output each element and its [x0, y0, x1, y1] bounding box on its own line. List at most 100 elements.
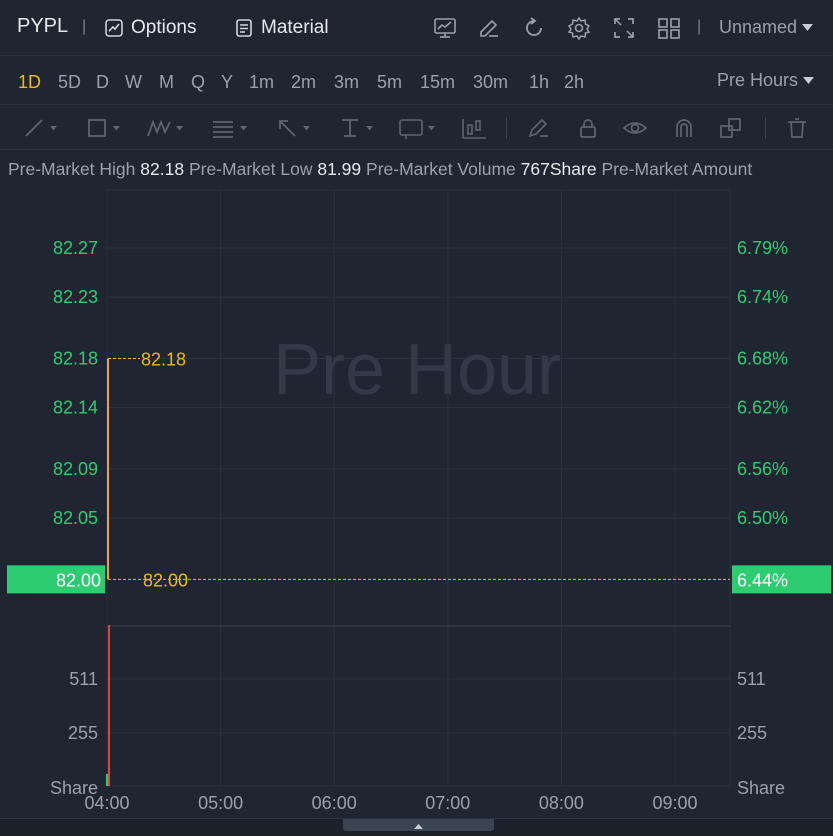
- price-chart[interactable]: Pre Hour 82.27 6.79% 82.23 6.74% 82.18 6.68% 82…: [0, 188, 833, 818]
- candle-pattern-tool[interactable]: [460, 116, 488, 140]
- premarket-low-label: Pre-Market Low: [188, 159, 313, 179]
- chart-area[interactable]: Pre Hour 82.27 6.79% 82.23 6.74% 82.18 6.68% 82…: [0, 188, 833, 818]
- current-price-badge: [7, 565, 105, 594]
- eye-icon[interactable]: [622, 116, 648, 140]
- trend-line-icon: [25, 119, 43, 137]
- material-button[interactable]: Material: [234, 14, 329, 42]
- drawing-toolbar: [0, 104, 833, 150]
- caret-up-icon: [414, 824, 423, 829]
- layout-name: Unnamed: [719, 17, 798, 37]
- premarket-volume-value: 767Share: [520, 159, 597, 179]
- period-w[interactable]: W: [125, 72, 142, 92]
- period-2h[interactable]: 2h: [564, 72, 585, 92]
- fullscreen-icon[interactable]: [611, 15, 637, 41]
- session-label: Pre Hours: [717, 70, 799, 90]
- period-5d[interactable]: 5D: [58, 72, 82, 92]
- measure-icon: [342, 119, 358, 137]
- brush-icon[interactable]: [526, 116, 550, 140]
- caret-down-icon: [176, 125, 183, 130]
- time-tick-label: 06:00: [312, 793, 357, 813]
- volume-unit-right: Share: [737, 778, 785, 798]
- fibonacci-tool[interactable]: [210, 116, 247, 140]
- arrow-icon: [279, 120, 296, 137]
- chart-watermark: Pre Hour: [273, 330, 561, 410]
- period-2m[interactable]: 2m: [291, 72, 317, 92]
- plot-border: [106, 189, 731, 787]
- document-icon: [236, 19, 252, 37]
- period-15m[interactable]: 15m: [420, 72, 456, 92]
- premarket-low-value: 81.99: [317, 159, 362, 179]
- session-dropdown[interactable]: Pre Hours: [717, 70, 815, 91]
- caret-down-icon: [50, 125, 57, 130]
- period-m[interactable]: M: [159, 72, 174, 92]
- period-y[interactable]: Y: [221, 72, 234, 92]
- options-button[interactable]: Options: [104, 14, 196, 42]
- text-note-icon: [399, 119, 423, 139]
- premarket-stats: Pre-Market High 82.18 Pre-Market Low 81.…: [0, 150, 833, 188]
- magnet-icon[interactable]: [672, 116, 696, 140]
- panel-resize-handle[interactable]: [343, 819, 494, 831]
- pattern-icon: [147, 119, 171, 137]
- trend-line-tool[interactable]: [22, 116, 57, 140]
- text-note-tool[interactable]: [398, 116, 435, 140]
- pct-tick-label: 6.50%: [737, 508, 788, 528]
- separator: |: [82, 18, 87, 35]
- layers-icon[interactable]: [718, 116, 744, 140]
- price-tick-label: 82.23: [53, 287, 98, 307]
- period-1m[interactable]: 1m: [249, 72, 275, 92]
- rectangle-icon: [88, 119, 106, 137]
- period-1d[interactable]: 1D: [18, 72, 42, 92]
- pct-tick-label: 6.62%: [737, 398, 788, 418]
- caret-down-icon: [303, 125, 310, 130]
- period-q[interactable]: Q: [191, 72, 206, 92]
- current-price-label: 82.00: [56, 570, 101, 590]
- caret-down-icon: [240, 125, 247, 130]
- volume-bar-minor: [106, 774, 108, 786]
- premarket-amount-label: Pre-Market Amount: [601, 159, 753, 179]
- premarket-high-value: 82.18: [140, 159, 185, 179]
- volume-tick-label: 255: [68, 723, 98, 743]
- draw-edit-icon[interactable]: [476, 15, 502, 41]
- period-1h[interactable]: 1h: [529, 72, 550, 92]
- time-tick-label: 04:00: [84, 793, 129, 813]
- top-toolbar: PYPL | Options Material | Unnamed: [0, 0, 833, 56]
- settings-icon[interactable]: [566, 15, 592, 41]
- arrow-tool[interactable]: [275, 116, 310, 140]
- premarket-volume-label: Pre-Market Volume: [366, 159, 516, 179]
- current-annotation: 82.00: [143, 570, 188, 590]
- chart-indicator-icon[interactable]: [432, 15, 458, 41]
- layout-dropdown[interactable]: Unnamed: [719, 17, 814, 38]
- caret-down-icon: [802, 23, 814, 31]
- pct-tick-label: 6.79%: [737, 238, 788, 258]
- grid-layout-icon[interactable]: [656, 15, 682, 41]
- volume-unit-left: Share: [50, 778, 98, 798]
- caret-down-icon: [428, 125, 435, 130]
- candle-pattern-icon: [462, 119, 486, 139]
- volume-bar: [108, 625, 110, 786]
- layout-separator: |: [697, 18, 702, 35]
- period-d[interactable]: D: [96, 72, 109, 92]
- rectangle-tool[interactable]: [85, 116, 120, 140]
- volume-tick-label-right: 511: [737, 669, 766, 689]
- trash-icon[interactable]: [785, 116, 809, 140]
- price-tick-label: 82.05: [53, 508, 98, 528]
- time-tick-label: 07:00: [425, 793, 470, 813]
- period-3m[interactable]: 3m: [334, 72, 360, 92]
- refresh-icon[interactable]: [521, 15, 547, 41]
- price-tick-label: 82.14: [53, 398, 98, 418]
- pct-tick-label: 6.56%: [737, 459, 788, 479]
- pattern-tool[interactable]: [146, 116, 183, 140]
- pct-tick-label: 6.74%: [737, 287, 788, 307]
- symbol-label[interactable]: PYPL: [17, 15, 69, 37]
- options-chart-icon: [105, 19, 123, 37]
- toolbar-divider: [765, 117, 766, 139]
- measure-tool[interactable]: [338, 116, 373, 140]
- price-tick-label: 82.18: [53, 348, 98, 368]
- premarket-high-label: Pre-Market High: [8, 159, 136, 179]
- material-label: Material: [261, 17, 329, 38]
- period-30m[interactable]: 30m: [473, 72, 509, 92]
- period-5m[interactable]: 5m: [377, 72, 403, 92]
- toolbar-divider: [506, 117, 507, 139]
- lock-icon[interactable]: [576, 116, 600, 140]
- volume-tick-label-right: 255: [737, 723, 767, 743]
